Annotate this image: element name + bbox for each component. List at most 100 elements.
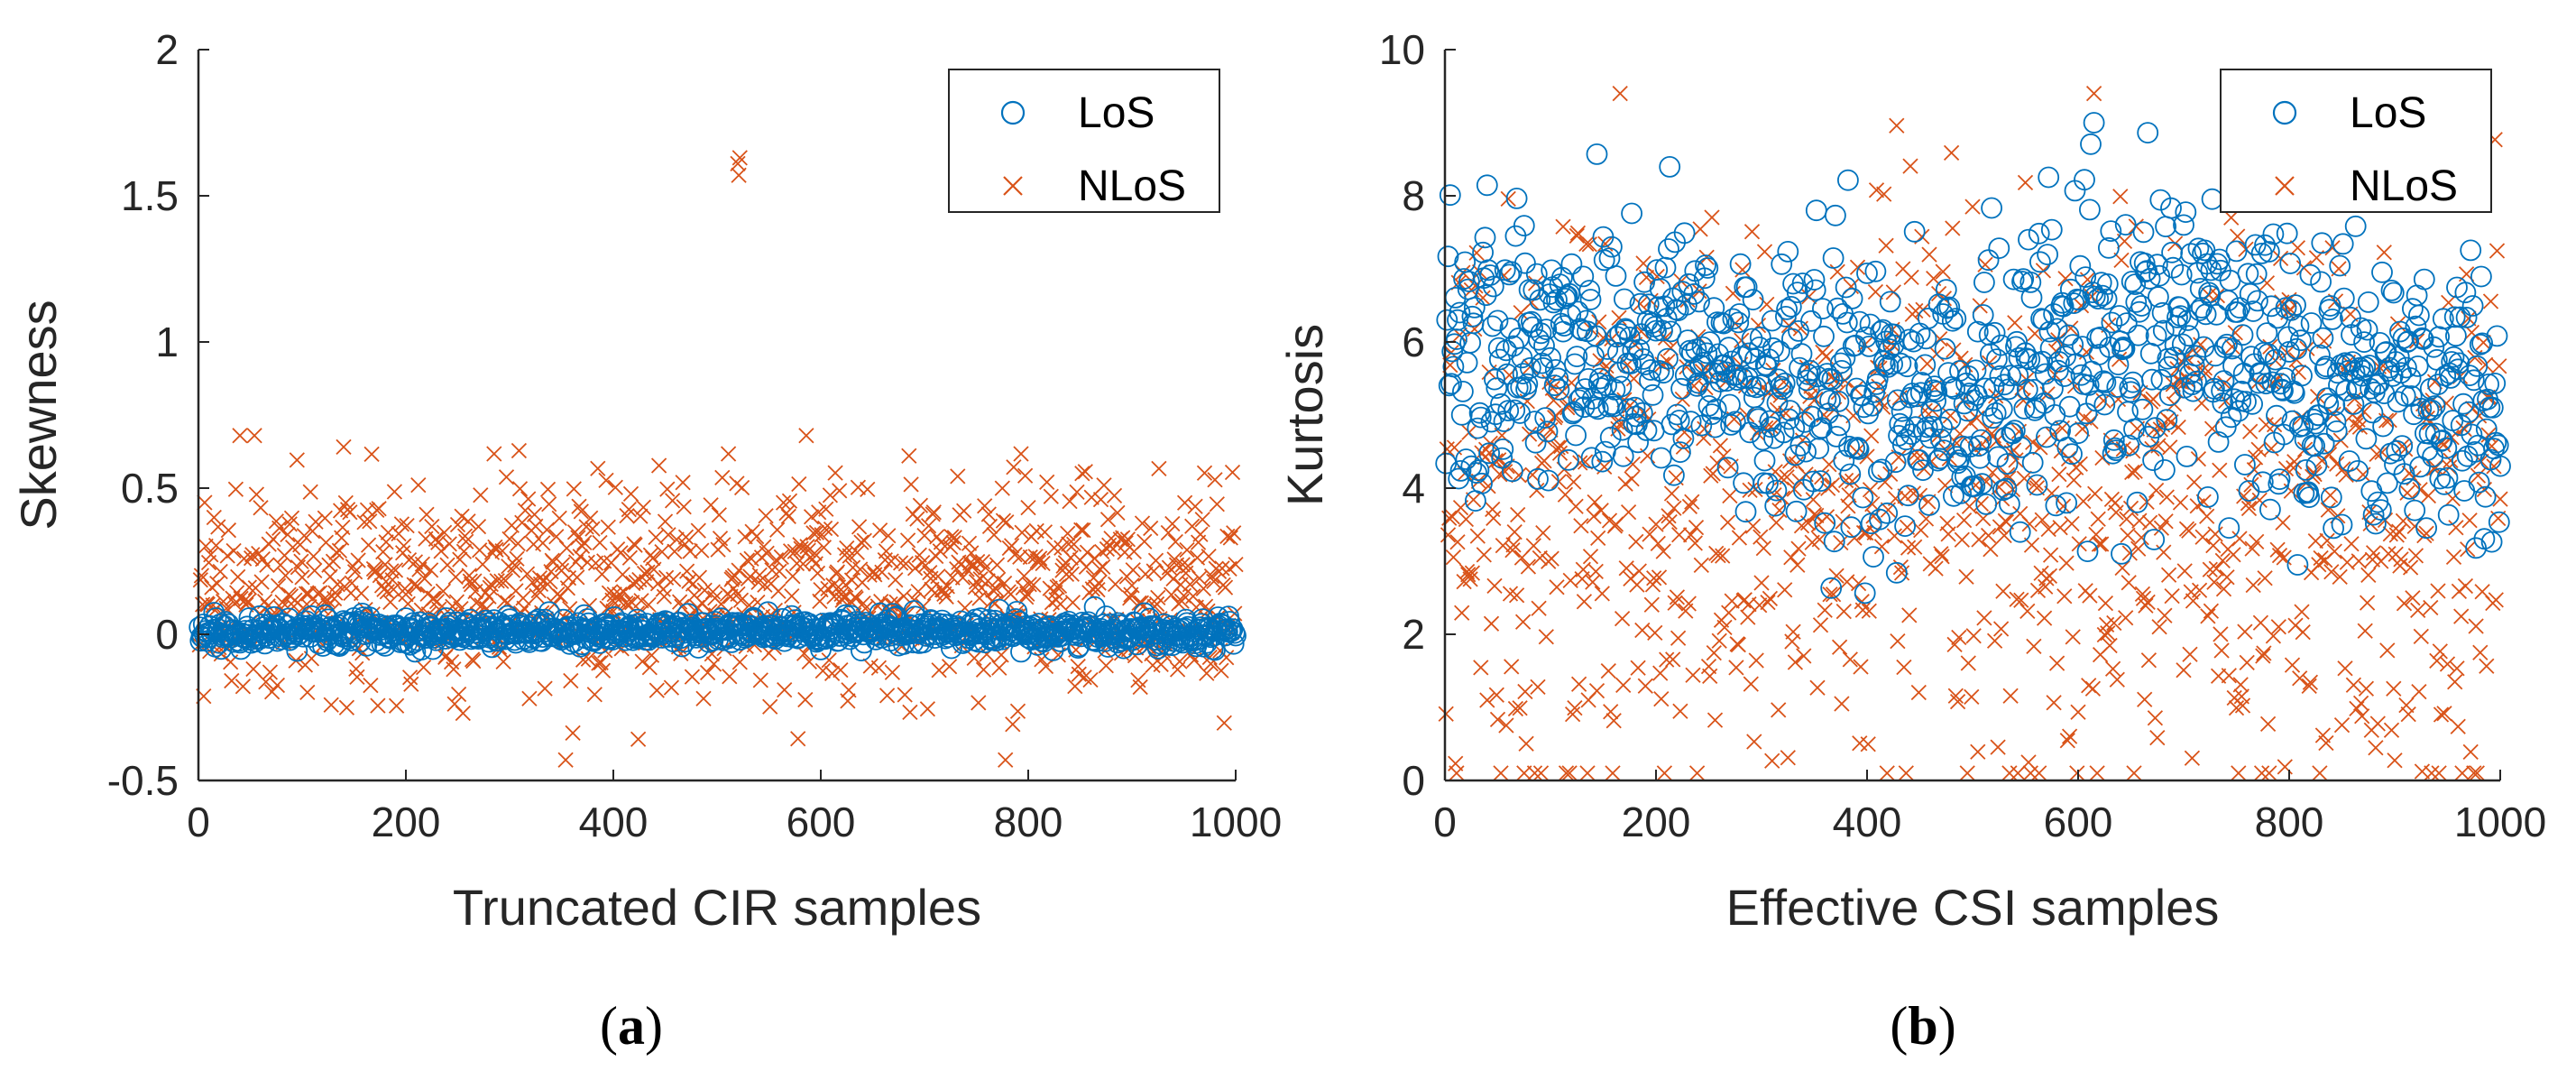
data-point-los bbox=[2196, 486, 2219, 508]
data-point-nlos bbox=[1685, 667, 1701, 683]
data-point-nlos bbox=[807, 556, 823, 572]
data-point-nlos bbox=[1091, 560, 1108, 577]
data-point-los bbox=[2055, 346, 2076, 367]
data-point-nlos bbox=[1514, 614, 1532, 630]
data-point-nlos bbox=[363, 677, 379, 694]
data-point-nlos bbox=[1665, 651, 1681, 668]
data-point-los bbox=[1579, 289, 1602, 310]
data-point-los bbox=[2022, 378, 2045, 401]
data-point-nlos bbox=[1489, 711, 1506, 728]
data-point-nlos bbox=[2158, 489, 2175, 505]
data-point-nlos bbox=[1777, 582, 1793, 598]
data-point-nlos bbox=[2239, 654, 2255, 671]
data-point-nlos bbox=[511, 442, 528, 459]
data-point-nlos bbox=[668, 531, 685, 548]
data-point-nlos bbox=[1469, 528, 1486, 544]
legend-marker-los-b bbox=[2272, 100, 2297, 125]
caption-letter-a: a bbox=[618, 996, 645, 1056]
data-point-los bbox=[1894, 515, 1917, 537]
data-point-nlos bbox=[406, 577, 422, 593]
data-point-nlos bbox=[989, 557, 1006, 573]
data-point-nlos bbox=[1711, 632, 1727, 649]
data-point-los bbox=[1575, 309, 1597, 332]
data-point-los bbox=[2045, 494, 2067, 517]
data-point-nlos bbox=[1532, 765, 1550, 781]
data-point-nlos bbox=[449, 516, 466, 533]
data-point-los bbox=[2193, 336, 2215, 358]
data-point-nlos bbox=[2269, 541, 2286, 558]
data-point-los bbox=[2454, 282, 2477, 304]
data-point-los bbox=[1779, 400, 1801, 422]
data-point-nlos bbox=[474, 556, 491, 573]
data-point-nlos bbox=[1449, 765, 1465, 781]
data-point-nlos bbox=[1462, 571, 1478, 587]
data-point-nlos bbox=[1688, 765, 1706, 781]
data-point-nlos bbox=[1607, 516, 1624, 532]
data-point-nlos bbox=[1013, 446, 1029, 462]
data-point-los bbox=[1693, 267, 1716, 290]
data-point-nlos bbox=[1605, 765, 1621, 781]
data-point-nlos bbox=[1090, 575, 1107, 591]
data-point-nlos bbox=[370, 697, 386, 714]
data-point-nlos bbox=[387, 562, 404, 578]
data-point-los bbox=[1847, 438, 1870, 460]
data-point-nlos bbox=[1687, 535, 1703, 551]
data-point-nlos bbox=[2042, 547, 2059, 563]
data-point-nlos bbox=[1617, 475, 1633, 492]
data-point-nlos bbox=[494, 542, 511, 559]
data-point-los bbox=[1797, 363, 1819, 385]
data-point-los bbox=[2213, 370, 2235, 392]
data-point-los bbox=[2256, 322, 2278, 345]
data-point-los bbox=[1657, 347, 1679, 370]
data-point-nlos bbox=[1182, 577, 1199, 593]
data-point-nlos bbox=[910, 583, 926, 600]
data-point-nlos bbox=[417, 570, 433, 587]
data-point-nlos bbox=[289, 452, 305, 468]
data-point-los bbox=[2412, 328, 2434, 350]
data-point-los bbox=[1469, 406, 1492, 429]
data-point-nlos bbox=[1214, 560, 1230, 577]
data-point-nlos bbox=[253, 500, 269, 516]
data-point-nlos bbox=[2069, 765, 2085, 781]
data-point-los bbox=[1467, 459, 1490, 482]
data-point-los bbox=[2153, 459, 2176, 481]
data-point-los bbox=[1742, 289, 1764, 311]
data-point-nlos bbox=[971, 695, 987, 711]
data-point-nlos bbox=[519, 566, 536, 582]
data-point-los bbox=[1973, 272, 1995, 293]
data-point-los bbox=[2213, 337, 2236, 358]
data-point-los bbox=[1891, 434, 1914, 457]
data-point-los bbox=[2021, 451, 2044, 474]
data-point-los bbox=[1747, 408, 1770, 430]
data-point-los bbox=[1727, 311, 1750, 334]
data-point-nlos bbox=[1026, 577, 1042, 593]
data-point-nlos bbox=[2391, 523, 2407, 540]
data-point-nlos bbox=[1659, 651, 1675, 668]
data-point-los bbox=[2424, 422, 2447, 445]
data-point-nlos bbox=[2447, 674, 2463, 690]
data-point-nlos bbox=[2376, 245, 2392, 261]
legend-box-a bbox=[948, 69, 1220, 213]
data-point-nlos bbox=[1873, 539, 1891, 555]
y-tick-label: 0 bbox=[155, 611, 179, 658]
data-point-los bbox=[2221, 337, 2243, 360]
data-point-nlos bbox=[2013, 592, 2029, 608]
data-point-nlos bbox=[752, 672, 768, 688]
data-point-los bbox=[2305, 454, 2328, 476]
data-point-nlos bbox=[209, 575, 225, 592]
data-point-nlos bbox=[305, 548, 322, 565]
data-point-nlos bbox=[403, 676, 419, 692]
data-point-nlos bbox=[676, 499, 692, 515]
data-point-nlos bbox=[897, 687, 913, 703]
data-point-nlos bbox=[916, 527, 933, 544]
data-point-nlos bbox=[988, 581, 1004, 597]
data-point-los bbox=[1624, 396, 1646, 419]
data-point-nlos bbox=[909, 511, 925, 527]
data-point-los bbox=[1585, 325, 1607, 347]
data-point-nlos bbox=[2214, 552, 2231, 569]
data-point-los bbox=[2002, 268, 2025, 291]
data-point-los bbox=[2056, 492, 2078, 514]
data-point-nlos bbox=[1035, 555, 1051, 572]
data-point-nlos bbox=[2197, 365, 2214, 382]
data-point-nlos bbox=[1976, 610, 1992, 626]
